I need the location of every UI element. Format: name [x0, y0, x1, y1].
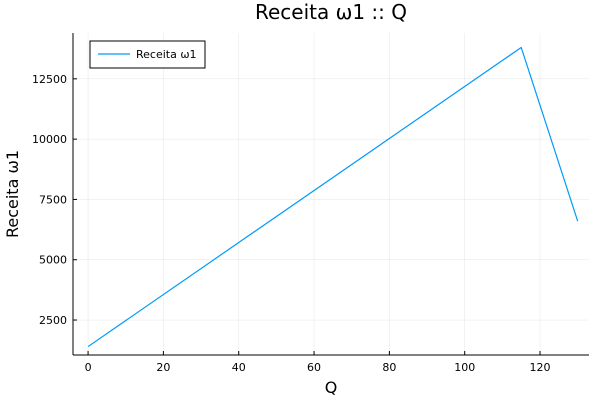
y-tick-label: 7500	[39, 193, 67, 206]
x-axis-label: Q	[325, 378, 338, 397]
grid	[73, 33, 589, 355]
x-tick-label: 80	[382, 361, 396, 374]
y-tick-label: 12500	[32, 73, 67, 86]
y-tick-label: 2500	[39, 314, 67, 327]
chart-title: Receita ω1 :: Q	[255, 0, 407, 24]
x-tick-label: 0	[85, 361, 92, 374]
x-tick-label: 120	[530, 361, 551, 374]
y-axis-ticks: 2500 5000 7500 10000 12500	[32, 73, 77, 327]
series-line	[87, 46, 579, 348]
x-tick-label: 60	[307, 361, 321, 374]
legend: Receita ω1	[89, 40, 206, 69]
y-tick-label: 10000	[32, 133, 67, 146]
y-axis-label: Receita ω1	[3, 150, 22, 238]
x-tick-label: 40	[232, 361, 246, 374]
series-layer	[87, 46, 579, 348]
x-tick-label: 20	[156, 361, 170, 374]
axes-frame	[72, 33, 589, 356]
x-axis-ticks: 0 20 40 60 80 100 120	[85, 351, 551, 374]
legend-label: Receita ω1	[136, 48, 197, 61]
y-tick-label: 5000	[39, 254, 67, 267]
x-tick-label: 100	[454, 361, 475, 374]
